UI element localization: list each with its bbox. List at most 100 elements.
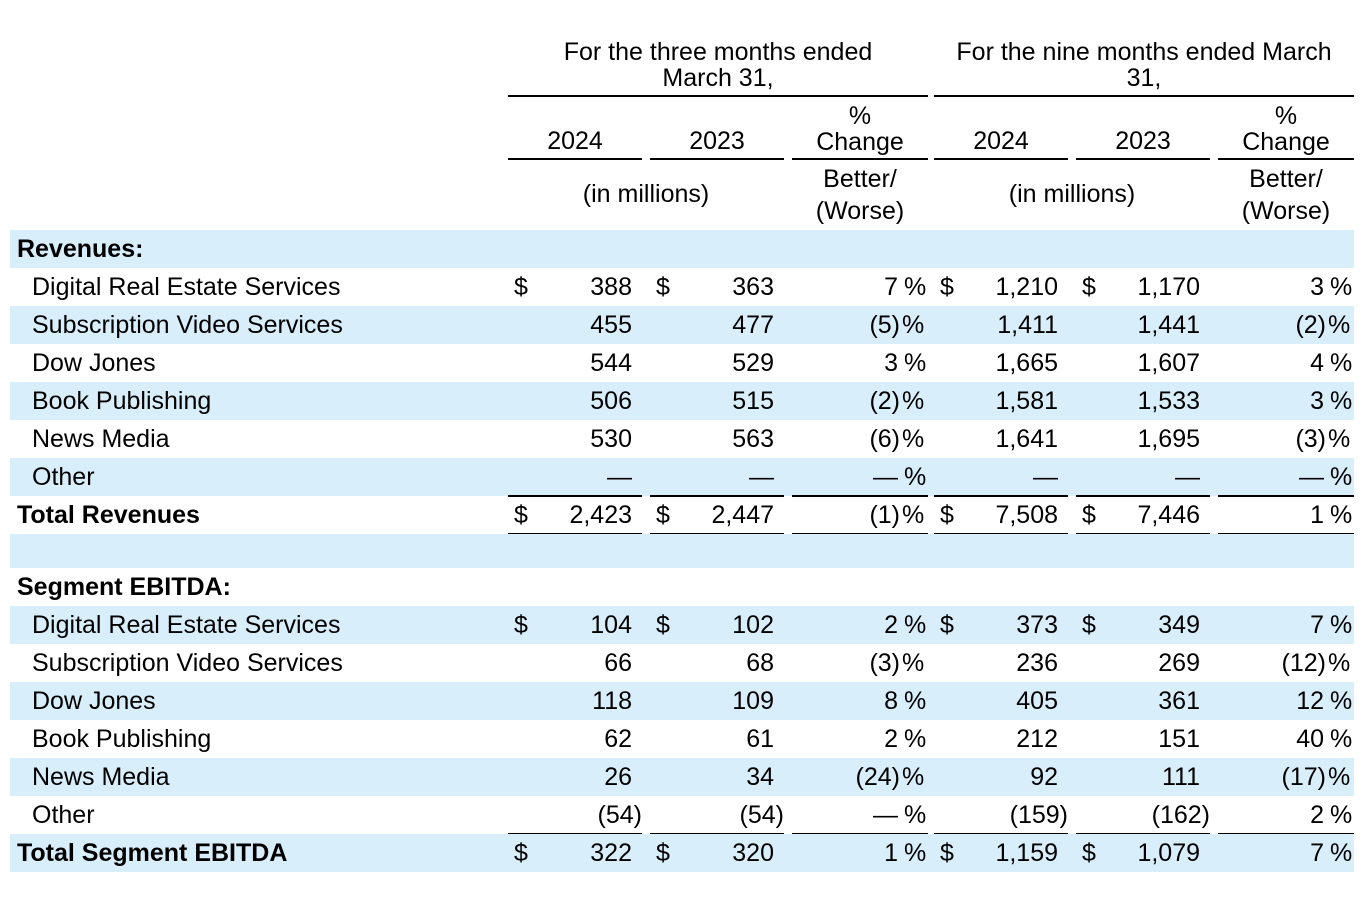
total-ebitda-row-n24-currency: $: [940, 839, 954, 867]
better-worse-n: Better/ (Worse): [1218, 166, 1354, 224]
total-revenues-row-n24: 7,508: [995, 501, 1058, 529]
ebitda-row-0-n23-currency: $: [1082, 611, 1096, 639]
revenues-section-title: Revenues:: [17, 235, 144, 263]
revenue-row-1-n24: 1,411: [997, 311, 1058, 339]
revenue-row-3-n24: 1,581: [995, 387, 1058, 415]
total-revenues-row-n24-currency: $: [940, 501, 954, 529]
ebitda-row-5-n23: (162): [1151, 801, 1210, 829]
ebitda-row-1-q23: 68: [746, 649, 774, 677]
header-pct-symbol-q: %: [848, 102, 872, 130]
revenue-row-1-n23: 1,441: [1137, 311, 1200, 339]
revenue-row-2-npct: 4: [1310, 349, 1324, 377]
total-ebitda-row-npct-suffix: %: [1330, 839, 1353, 867]
ebitda-row-2-n24: 405: [1016, 687, 1058, 715]
revenue-row-4-qpct: (6): [869, 425, 900, 453]
revenue-row-0-n23-currency: $: [1082, 273, 1096, 301]
revenue-row-1-q24: 455: [590, 311, 632, 339]
ebitda-row-4-label: News Media: [32, 763, 170, 791]
ebitda-row-4-npct: (17): [1281, 763, 1326, 791]
header-change-q: Change: [816, 128, 904, 156]
revenue-row-3-n23: 1,533: [1137, 387, 1200, 415]
ebitda-row-0-label: Digital Real Estate Services: [32, 611, 341, 639]
ebitda-row-5-q23: (54): [739, 801, 784, 829]
total-ebitda-row-qpct: 1: [884, 839, 898, 867]
ebitda-row-1-n24: 236: [1016, 649, 1058, 677]
revenue-row-0-qpct: 7: [884, 273, 898, 301]
revenue-row-2-qpct: 3: [884, 349, 898, 377]
ebitda-row-0-npct-suffix: %: [1330, 611, 1353, 639]
revenue-row-0-q23-currency: $: [656, 273, 670, 301]
revenue-row-0-q23: 363: [732, 273, 774, 301]
total-revenues-row-n23: 7,446: [1137, 501, 1200, 529]
header-pct-symbol-n: %: [1274, 102, 1298, 130]
nine-months-header-line1: For the nine months ended March: [956, 38, 1332, 66]
ebitda-row-3-n23: 151: [1158, 725, 1200, 753]
ebitda-row-4-qpct: (24): [855, 763, 900, 791]
revenue-row-0-npct-suffix: %: [1330, 273, 1353, 301]
ebitda-row-4-n24: 92: [1030, 763, 1058, 791]
ebitda-row-3-npct-suffix: %: [1330, 725, 1353, 753]
rule-pct-n: [1218, 158, 1354, 160]
ebitda-row-5-label: Other: [32, 801, 95, 829]
rule-2023-n: [1076, 158, 1210, 160]
total-revenues-row-q24: 2,423: [569, 501, 632, 529]
revenue-row-4-label: News Media: [32, 425, 170, 453]
ebitda-row-0-qpct: 2: [884, 611, 898, 639]
total-revenues-top-rule-1: [650, 495, 784, 497]
total-ebitda-row-n24: 1,159: [995, 839, 1058, 867]
revenue-row-2-qpct-suffix: %: [904, 349, 927, 377]
better-label-n: Better/: [1249, 165, 1323, 193]
total-ebitda-row-n23-currency: $: [1082, 839, 1096, 867]
in-millions-q: (in millions): [582, 180, 710, 208]
revenue-row-0-q24: 388: [590, 273, 632, 301]
revenue-row-4-npct-suffix: %: [1328, 425, 1351, 453]
revenue-row-2-n24: 1,665: [995, 349, 1058, 377]
total-revenues-row-qpct: (1): [869, 501, 900, 529]
three-months-header-line1: For the three months ended: [563, 38, 873, 66]
ebitda-row-0-n23: 349: [1158, 611, 1200, 639]
in-millions-n: (in millions): [1008, 180, 1136, 208]
revenue-row-5-band: [10, 458, 1354, 496]
revenue-row-4-qpct-suffix: %: [902, 425, 925, 453]
three-months-rule: [508, 95, 928, 97]
revenue-row-1-band: [10, 306, 1354, 344]
ebitda-row-0-q23-currency: $: [656, 611, 670, 639]
revenue-row-2-n23: 1,607: [1137, 349, 1200, 377]
revenue-row-5-n23: —: [1175, 463, 1200, 491]
ebitda-row-0-npct: 7: [1310, 611, 1324, 639]
total-revenues-row-label: Total Revenues: [17, 501, 200, 529]
header-pct-change-n: % Change: [1218, 103, 1354, 155]
revenue-row-3-q24: 506: [590, 387, 632, 415]
ebitda-row-1-n23: 269: [1158, 649, 1200, 677]
ebitda-row-0-q24: 104: [590, 611, 632, 639]
header-year-2024-q: 2024: [547, 127, 603, 155]
ebitda-row-3-n24: 212: [1016, 725, 1058, 753]
nine-months-rule: [934, 95, 1354, 97]
revenue-row-5-npct: —: [1299, 463, 1324, 491]
total-ebitda-row-band: [10, 834, 1354, 872]
total-ebitda-row-q23-currency: $: [656, 839, 670, 867]
revenue-row-4-q23: 563: [732, 425, 774, 453]
revenue-row-5-qpct-suffix: %: [904, 463, 927, 491]
ebitda-row-1-q24: 66: [604, 649, 632, 677]
total-revenues-row-qpct-suffix: %: [902, 501, 925, 529]
revenue-row-1-npct: (2): [1295, 311, 1326, 339]
ebitda-row-5-q24: (54): [597, 801, 642, 829]
rule-2024-q: [508, 158, 642, 160]
header-year-2024-n: 2024: [973, 127, 1029, 155]
ebitda-row-1-npct: (12): [1281, 649, 1326, 677]
better-label-q: Better/: [823, 165, 897, 193]
revenue-row-5-q23: —: [749, 463, 774, 491]
ebitda-row-1-npct-suffix: %: [1328, 649, 1351, 677]
revenue-row-3-npct-suffix: %: [1330, 387, 1353, 415]
revenue-row-0-qpct-suffix: %: [904, 273, 927, 301]
ebitda-row-0-q23: 102: [732, 611, 774, 639]
ebitda-row-4-q23: 34: [746, 763, 774, 791]
total-revenues-row-q24-currency: $: [514, 501, 528, 529]
total-revenues-top-rule-0: [508, 495, 642, 497]
revenue-row-1-qpct: (5): [869, 311, 900, 339]
better-worse-q: Better/ (Worse): [792, 166, 928, 224]
nine-months-header-line2: 31,: [1126, 64, 1162, 92]
ebitda-row-2-label: Dow Jones: [32, 687, 156, 715]
ebitda-row-3-npct: 40: [1296, 725, 1324, 753]
